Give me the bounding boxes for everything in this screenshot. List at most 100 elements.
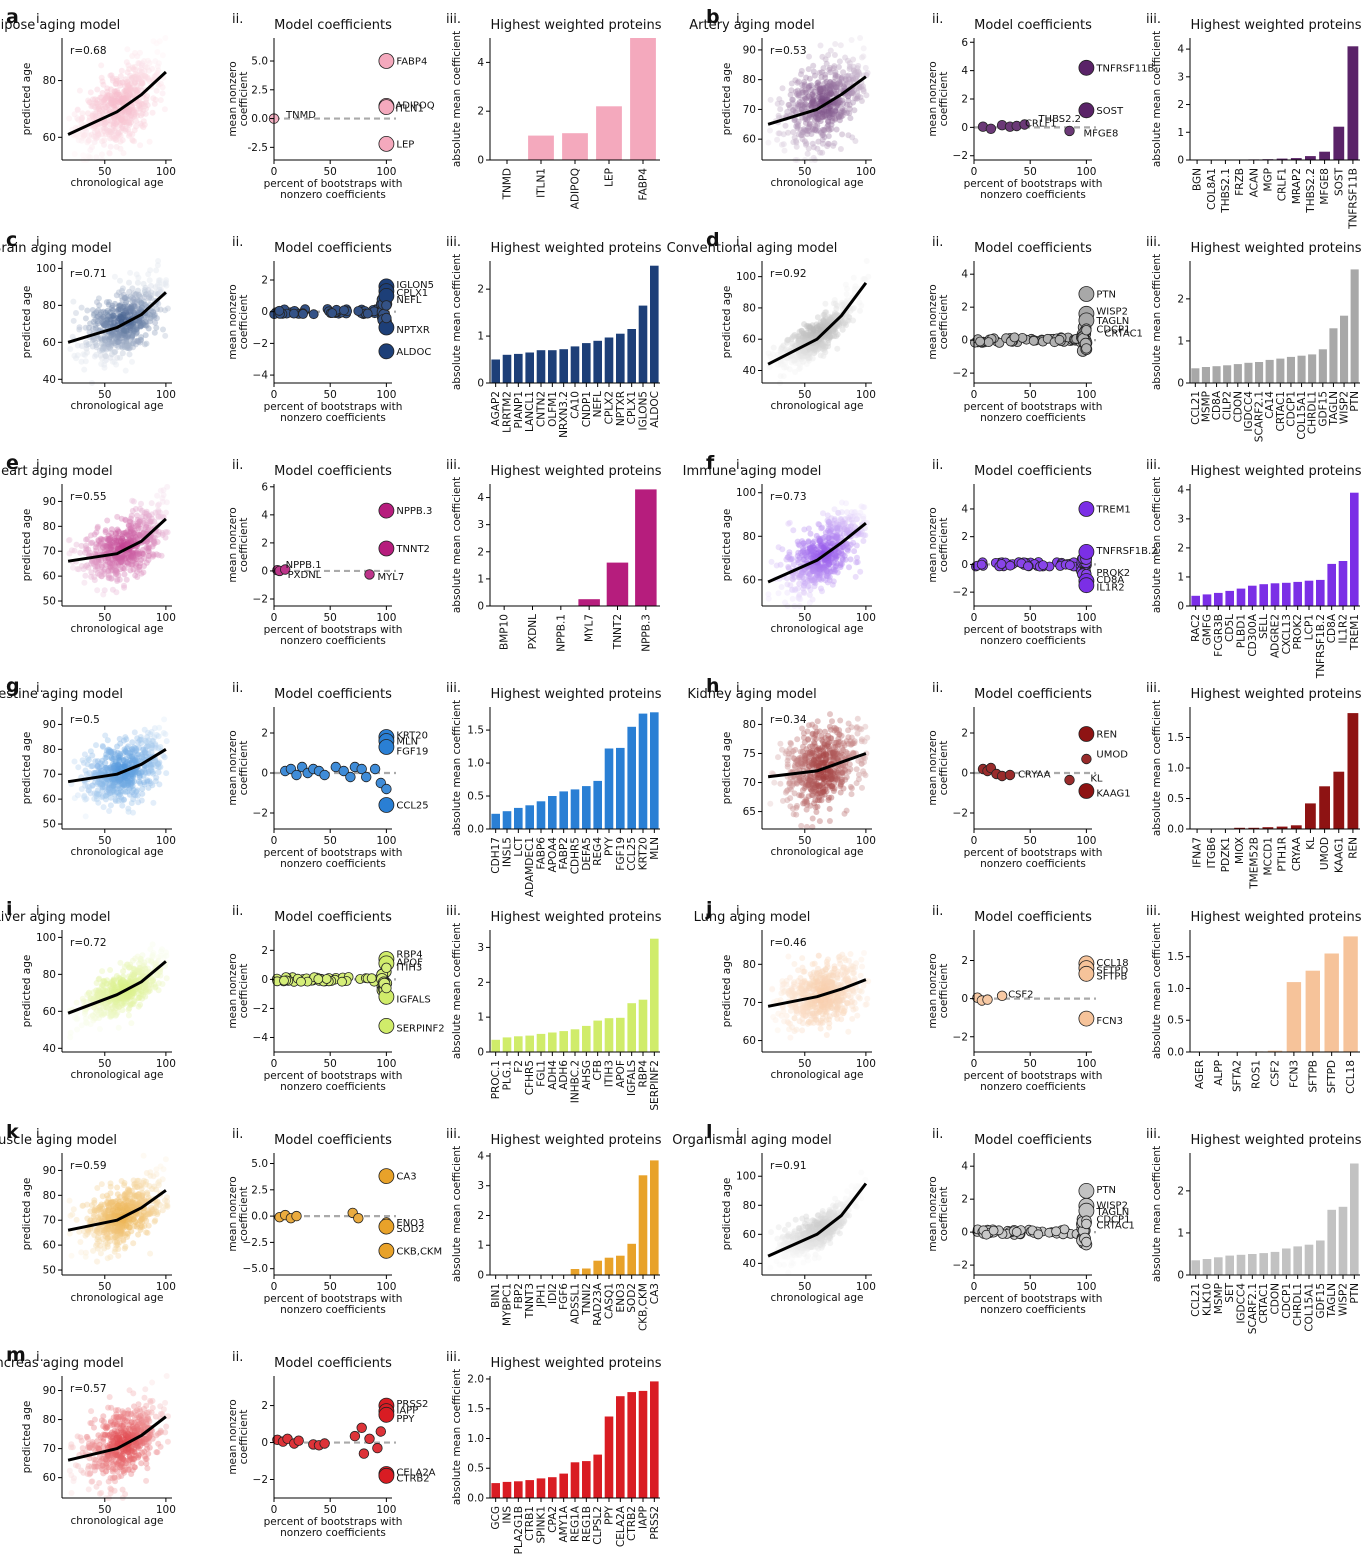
- scatter-point: [123, 86, 130, 93]
- bar-series: [1191, 269, 1359, 383]
- panel-letter: b: [706, 6, 720, 28]
- scatter-xlabel: chronological age: [771, 623, 864, 635]
- scatter-point: [108, 129, 115, 136]
- scatter-point: [123, 97, 130, 104]
- scatter-point: [104, 102, 111, 108]
- scatter-point: [792, 587, 799, 594]
- scatter-point: [810, 100, 817, 107]
- scatter-point: [127, 85, 134, 92]
- scatter-point: [795, 90, 802, 97]
- scatter-point: [854, 71, 861, 78]
- scatter-point: [137, 142, 144, 149]
- scatter-point: [157, 277, 163, 284]
- bar: [1259, 584, 1268, 606]
- scatter-point: [828, 90, 835, 97]
- scatter-point: [860, 53, 867, 60]
- scatter-point: [821, 80, 828, 86]
- scatter-point: [97, 103, 104, 110]
- subpanel-ii-label: ii.: [932, 235, 943, 250]
- scatter-point: [116, 93, 123, 100]
- scatter-point: [105, 117, 112, 124]
- scatter-point: [87, 89, 94, 96]
- scatter-point: [134, 53, 141, 60]
- scatter-point: [109, 128, 116, 134]
- scatter-point: [832, 84, 839, 90]
- scatter-point: [825, 122, 832, 128]
- coef-annotation: PXDNL: [288, 570, 322, 581]
- scatter-point: [812, 114, 819, 121]
- scatter-point: [124, 81, 131, 88]
- scatter-point: [827, 69, 834, 76]
- scatter-cloud: [765, 499, 870, 609]
- bar: [606, 562, 629, 606]
- scatter-point: [822, 71, 829, 78]
- scatter-point: [104, 517, 111, 524]
- scatter-point: [775, 544, 782, 551]
- scatter-point: [129, 136, 136, 143]
- bar: [1350, 492, 1359, 606]
- scatter-point: [838, 509, 845, 516]
- scatter-point: [79, 131, 86, 138]
- coef-point: [1078, 59, 1095, 76]
- y-tick-label: 2: [961, 94, 968, 106]
- scatter-point: [118, 67, 125, 74]
- subpanel-iii-label: iii.: [1146, 681, 1161, 696]
- scatter-point: [828, 84, 835, 91]
- scatter-point: [802, 127, 808, 134]
- scatter-point: [774, 136, 781, 143]
- scatter-point: [828, 91, 835, 98]
- scatter-point: [801, 79, 808, 85]
- scatter-point: [85, 110, 91, 117]
- scatter-point: [122, 126, 129, 133]
- x-tick-label: ALDOC: [649, 391, 661, 428]
- scatter-point: [827, 65, 833, 71]
- scatter-point: [105, 532, 112, 539]
- scatter-point: [146, 294, 153, 301]
- scatter-point: [800, 585, 807, 592]
- scatter-point: [845, 132, 852, 139]
- scatter-point: [75, 764, 82, 771]
- scatter-point: [808, 99, 815, 106]
- scatter-point: [142, 74, 149, 80]
- scatter-point: [119, 115, 126, 122]
- scatter-point: [85, 341, 92, 348]
- scatter-point: [114, 119, 120, 126]
- bar: [650, 265, 659, 383]
- scatter-point: [89, 100, 96, 107]
- scatter-point: [130, 66, 137, 73]
- scatter-point: [130, 290, 137, 297]
- coef-point: [369, 763, 381, 775]
- scatter-point: [107, 802, 114, 809]
- scatter-point: [786, 101, 793, 108]
- bar-series: [493, 489, 657, 606]
- scatter-point: [781, 147, 788, 154]
- coef-point: [1078, 286, 1095, 302]
- scatter-point: [109, 75, 116, 82]
- scatter-point: [129, 53, 136, 59]
- scatter-point: [84, 536, 91, 543]
- bar: [1201, 367, 1210, 383]
- scatter-point: [117, 750, 123, 757]
- correlation-label: r=0.68: [70, 45, 107, 57]
- coef-points: [970, 501, 1095, 594]
- coef-point: [378, 739, 395, 755]
- y-tick-label: 2: [477, 284, 484, 296]
- scatter-ylabel: predicted age: [21, 509, 33, 582]
- scatter-point: [117, 354, 123, 361]
- scatter-point: [141, 68, 148, 75]
- bar: [559, 349, 568, 383]
- y-tick-label: 0: [261, 306, 268, 318]
- scatter-point: [119, 117, 126, 124]
- scatter-point: [828, 121, 835, 128]
- scatter-point: [120, 119, 127, 126]
- scatter-point: [113, 589, 120, 596]
- scatter-point: [793, 91, 800, 98]
- scatter-point: [129, 131, 136, 138]
- scatter-point: [818, 85, 825, 92]
- scatter-point: [812, 126, 819, 133]
- scatter-point: [830, 88, 837, 94]
- scatter-ylabel: predicted age: [21, 63, 33, 136]
- scatter-point: [790, 576, 796, 583]
- scatter-point: [111, 127, 118, 134]
- scatter-point: [122, 87, 129, 94]
